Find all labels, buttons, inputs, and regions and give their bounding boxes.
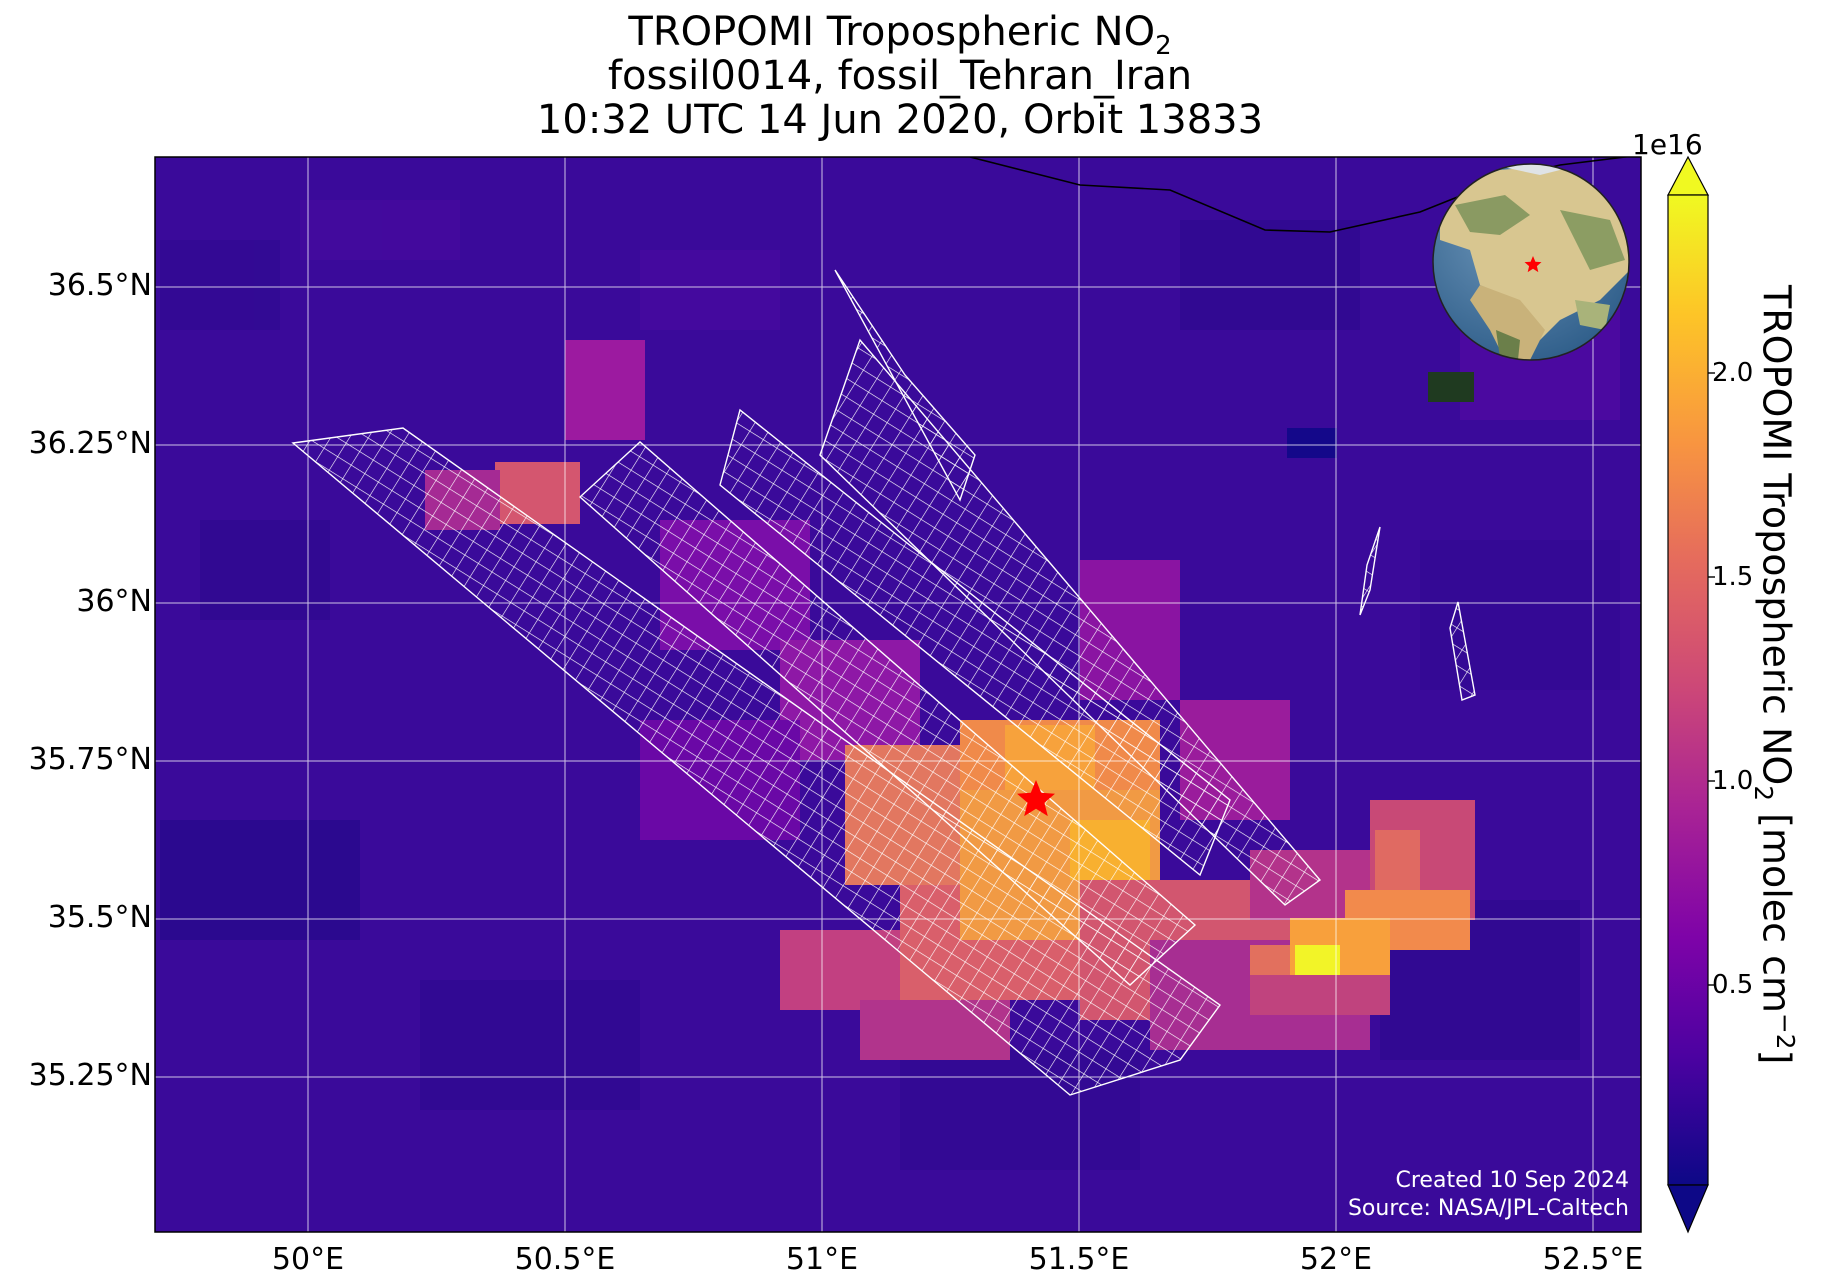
inset-globe — [1432, 163, 1630, 361]
map-title-line2: fossil0014, fossil_Tehran_Iran — [607, 53, 1193, 99]
lon-tick-label: 51°E — [785, 1242, 859, 1277]
lon-tick-label: 52°E — [1299, 1242, 1373, 1277]
credit-source: Source: NASA/JPL-Caltech — [1347, 1196, 1629, 1221]
lon-tick-label: 50°E — [271, 1242, 345, 1277]
gridlines — [155, 157, 1641, 1232]
map-title-line3: 10:32 UTC 14 Jun 2020, Orbit 13833 — [536, 97, 1264, 143]
lon-tick-label: 50.5°E — [514, 1242, 616, 1277]
colorbar-tick-label: 0.5 — [1712, 970, 1754, 1000]
target-star-marker — [1017, 780, 1055, 817]
lon-tick-label: 51.5°E — [1028, 1242, 1130, 1277]
lon-tick-label: 52.5°E — [1542, 1242, 1644, 1277]
lat-tick-label: 35.25°N — [28, 1058, 152, 1093]
colorbar-exponent: 1e16 — [1632, 128, 1703, 161]
colorbar-axis-label: TROPOMI Tropospheric NO2 [molec cm−2] — [1748, 285, 1800, 1065]
colorbar — [1667, 155, 1715, 1234]
lat-tick-label: 35.75°N — [28, 742, 152, 777]
map-frame — [154, 156, 1642, 1233]
lat-tick-label: 36°N — [76, 584, 152, 619]
colorbar-tick-label: 1.5 — [1712, 562, 1754, 592]
lat-tick-label: 36.25°N — [28, 426, 152, 461]
no2-field — [155, 157, 1641, 1232]
colorbar-tick-label: 1.0 — [1712, 766, 1754, 796]
globe-star-marker — [1524, 256, 1542, 273]
map-title-line1: TROPOMI Tropospheric NO2 — [628, 9, 1172, 61]
colorbar-tick-label: 2.0 — [1712, 358, 1754, 388]
lat-tick-label: 35.5°N — [47, 900, 152, 935]
credit-created: Created 10 Sep 2024 — [1395, 1168, 1630, 1193]
lat-tick-label: 36.5°N — [47, 268, 152, 303]
